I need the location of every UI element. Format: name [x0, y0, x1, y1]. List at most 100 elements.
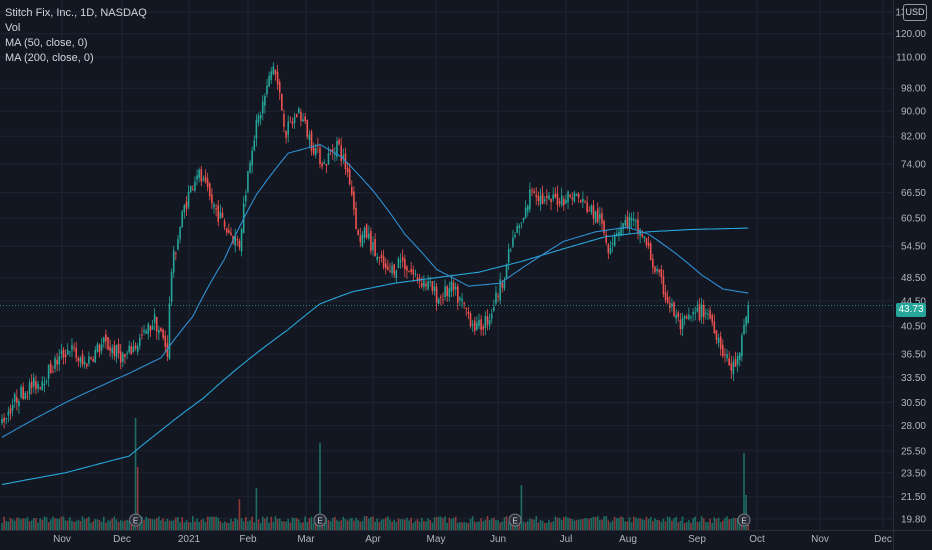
volume-bar[interactable] [230, 518, 232, 530]
volume-bar[interactable] [423, 520, 425, 530]
candle[interactable] [664, 292, 667, 301]
volume-bar[interactable] [654, 518, 656, 530]
candle[interactable] [488, 320, 491, 326]
volume-bar[interactable] [730, 518, 733, 530]
candle[interactable] [637, 219, 639, 233]
candle[interactable] [304, 116, 306, 122]
volume-bar[interactable] [160, 520, 162, 530]
volume-bar[interactable] [401, 519, 404, 530]
candle[interactable] [518, 225, 521, 229]
volume-bar[interactable] [569, 518, 571, 530]
volume-bar[interactable] [503, 517, 506, 530]
volume-bar[interactable] [153, 519, 156, 530]
candle[interactable] [728, 358, 730, 366]
candle[interactable] [601, 212, 603, 224]
candle[interactable] [662, 276, 665, 295]
candle[interactable] [603, 220, 605, 234]
candle[interactable] [427, 281, 429, 290]
volume-bar[interactable] [376, 518, 379, 530]
candle[interactable] [219, 211, 222, 219]
candle[interactable] [431, 281, 434, 292]
ma200-legend[interactable]: MA (200, close, 0) [5, 52, 94, 64]
volume-bar[interactable] [234, 517, 236, 530]
candle[interactable] [480, 319, 482, 330]
volume-bar[interactable] [461, 522, 463, 530]
candle[interactable] [624, 220, 627, 226]
candle[interactable] [599, 214, 601, 219]
volume-bar[interactable] [278, 518, 281, 530]
candle[interactable] [454, 287, 457, 290]
volume-bar[interactable] [601, 519, 603, 530]
volume-bar[interactable] [245, 516, 247, 530]
volume-bar[interactable] [741, 522, 743, 530]
candle[interactable] [56, 359, 58, 365]
volume-bar[interactable] [71, 520, 73, 530]
volume-bar[interactable] [33, 518, 35, 530]
candle[interactable] [711, 315, 713, 323]
candle[interactable] [92, 359, 94, 362]
volume-legend[interactable]: Vol [5, 22, 21, 34]
volume-bar[interactable] [88, 516, 90, 530]
volume-bar[interactable] [238, 499, 241, 530]
candle[interactable] [435, 286, 438, 303]
candle[interactable] [698, 303, 701, 321]
volume-bar[interactable] [327, 520, 330, 530]
volume-bar[interactable] [590, 517, 593, 530]
volume-bar[interactable] [607, 520, 610, 530]
volume-bar[interactable] [276, 519, 279, 530]
candle[interactable] [440, 296, 442, 298]
volume-bar[interactable] [79, 520, 82, 530]
candle[interactable] [548, 195, 550, 200]
candle[interactable] [162, 329, 164, 338]
volume-bar[interactable] [24, 518, 27, 530]
volume-bar[interactable] [632, 516, 635, 530]
volume-bar[interactable] [420, 517, 423, 530]
volume-bar[interactable] [270, 516, 273, 530]
volume-bar[interactable] [719, 522, 722, 530]
candle[interactable] [459, 297, 461, 300]
volume-bar[interactable] [442, 518, 444, 530]
candle[interactable] [529, 189, 531, 210]
candle[interactable] [384, 263, 387, 269]
candle[interactable] [367, 233, 370, 239]
volume-bar[interactable] [482, 521, 485, 530]
candle[interactable] [618, 231, 620, 235]
candle[interactable] [722, 344, 724, 357]
candle[interactable] [79, 357, 82, 363]
candle[interactable] [24, 392, 27, 400]
candle[interactable] [353, 191, 355, 210]
candle[interactable] [692, 312, 694, 315]
volume-bar[interactable] [41, 519, 44, 530]
volume-bar[interactable] [454, 516, 457, 530]
candle[interactable] [60, 351, 63, 354]
candle[interactable] [613, 236, 616, 246]
candle[interactable] [554, 193, 557, 198]
volume-bar[interactable] [679, 520, 682, 530]
volume-bar[interactable] [62, 516, 65, 530]
candle[interactable] [86, 363, 88, 367]
volume-bar[interactable] [690, 522, 692, 530]
volume-bar[interactable] [378, 522, 381, 530]
candle[interactable] [543, 199, 546, 202]
volume-bar[interactable] [249, 520, 251, 530]
volume-bar[interactable] [361, 520, 364, 530]
candle[interactable] [240, 229, 243, 252]
volume-bar[interactable] [261, 516, 264, 530]
candle[interactable] [361, 234, 364, 246]
candle[interactable] [230, 232, 232, 236]
candle[interactable] [130, 346, 133, 355]
candle[interactable] [497, 295, 499, 297]
volume-bar[interactable] [459, 522, 461, 530]
candle[interactable] [575, 194, 578, 197]
volume-bar[interactable] [611, 520, 614, 530]
volume-bar[interactable] [287, 519, 289, 530]
volume-bar[interactable] [158, 516, 160, 530]
candle[interactable] [660, 269, 663, 278]
candle[interactable] [259, 114, 262, 119]
candle[interactable] [423, 280, 425, 288]
volume-bar[interactable] [338, 521, 340, 530]
candle[interactable] [185, 201, 188, 209]
volume-bar[interactable] [251, 516, 253, 530]
volume-bar[interactable] [319, 443, 321, 530]
candle[interactable] [450, 281, 453, 292]
